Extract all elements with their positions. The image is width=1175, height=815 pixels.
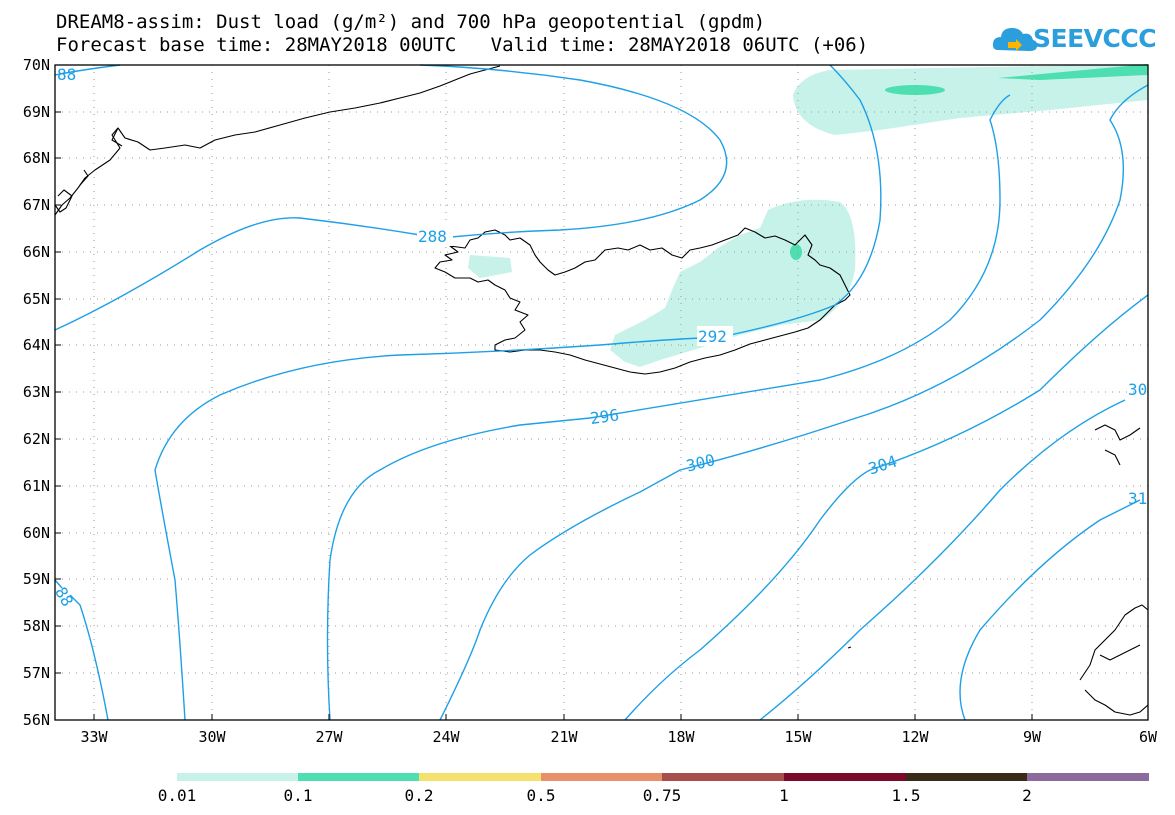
contour-288-top bbox=[54, 64, 121, 76]
axis-ticks bbox=[55, 64, 1033, 720]
colorbar-segment bbox=[419, 773, 541, 781]
lat-lon-grid bbox=[55, 65, 1148, 720]
logo-text: SEEVCCC bbox=[1033, 24, 1157, 53]
colorbar-segment bbox=[784, 773, 906, 781]
colorbar-segment bbox=[541, 773, 662, 781]
lat-label: 67N bbox=[23, 196, 50, 214]
contour-300 bbox=[439, 84, 1149, 721]
contour-label-88-top: 88 bbox=[57, 65, 76, 84]
lat-label: 61N bbox=[23, 477, 50, 495]
greenland-coast bbox=[54, 65, 501, 216]
dust-area-north-core-2 bbox=[885, 85, 945, 95]
lon-label: 30W bbox=[198, 728, 226, 746]
colorbar-segment bbox=[298, 773, 419, 781]
colorbar-label: 0.75 bbox=[642, 786, 682, 805]
lat-label: 62N bbox=[23, 430, 50, 448]
dust-shading bbox=[468, 64, 1148, 367]
lon-label: 27W bbox=[315, 728, 343, 746]
contour-label-292: 292 bbox=[698, 327, 727, 346]
forecast-time-subtitle: Forecast base time: 28MAY2018 00UTC Vali… bbox=[56, 34, 869, 56]
lat-label: 68N bbox=[23, 149, 50, 167]
contour-labels: 288 292 296 300 304 88 88 30 31 bbox=[51, 65, 1147, 610]
lat-label: 70N bbox=[23, 56, 50, 74]
lat-label: 60N bbox=[23, 524, 50, 542]
dust-area-north-core bbox=[998, 64, 1148, 80]
colorbar-segment bbox=[662, 773, 784, 781]
colorbar-label: 1.5 bbox=[891, 786, 921, 805]
colorbar-label: 2 bbox=[1022, 786, 1032, 805]
greenland-fjords bbox=[54, 127, 123, 213]
island-speck bbox=[847, 646, 852, 649]
colorbar-segment bbox=[906, 773, 1027, 781]
dust-area-north bbox=[793, 64, 1148, 135]
contour-288 bbox=[54, 64, 728, 331]
dust-area-west bbox=[468, 255, 512, 278]
contour-label-304: 304 bbox=[866, 451, 899, 478]
dust-area-iceland-core bbox=[790, 244, 802, 260]
iceland-coast bbox=[434, 227, 851, 375]
lon-label: 9W bbox=[1023, 728, 1042, 746]
colorbar-segment bbox=[177, 773, 298, 781]
longitude-labels: 33W 30W 27W 24W 21W 18W 15W 12W 9W 6W bbox=[80, 728, 1158, 746]
coastlines bbox=[54, 65, 1149, 716]
lat-label: 64N bbox=[23, 336, 50, 354]
lat-label: 59N bbox=[23, 570, 50, 588]
contour-312 bbox=[959, 499, 1141, 721]
lat-label: 66N bbox=[23, 243, 50, 261]
lat-label: 65N bbox=[23, 290, 50, 308]
contour-296 bbox=[326, 94, 1011, 721]
lon-label: 12W bbox=[901, 728, 929, 746]
lat-label: 63N bbox=[23, 383, 50, 401]
contour-label-300: 300 bbox=[684, 450, 717, 475]
lon-label: 33W bbox=[80, 728, 108, 746]
contour-292 bbox=[54, 64, 882, 721]
colorbar-label: 0.2 bbox=[404, 786, 434, 805]
lat-label: 58N bbox=[23, 617, 50, 635]
cloud-logo-icon bbox=[992, 28, 1038, 51]
geopotential-contours bbox=[54, 64, 1149, 721]
lon-label: 15W bbox=[784, 728, 812, 746]
colorbar-label: 0.1 bbox=[283, 786, 313, 805]
contour-304 bbox=[624, 294, 1149, 721]
lon-label: 21W bbox=[550, 728, 578, 746]
colorbar-label: 1 bbox=[779, 786, 789, 805]
lon-label: 6W bbox=[1139, 728, 1158, 746]
colorbar-label: 0.5 bbox=[526, 786, 556, 805]
lon-label: 18W bbox=[667, 728, 695, 746]
contour-label-288: 288 bbox=[418, 227, 447, 246]
lat-label: 69N bbox=[23, 103, 50, 121]
contour-label-30-right: 30 bbox=[1128, 380, 1147, 399]
lat-label: 56N bbox=[23, 711, 50, 729]
contour-308 bbox=[759, 399, 1126, 721]
faroe-shetland-coast bbox=[1079, 424, 1149, 716]
contour-label-296: 296 bbox=[589, 405, 620, 428]
chart-title: DREAM8-assim: Dust load (g/m²) and 700 h… bbox=[56, 11, 766, 33]
contour-label-31-right: 31 bbox=[1128, 489, 1147, 508]
colorbar-label: 0.01 bbox=[157, 786, 197, 805]
latitude-labels: 70N 69N 68N 67N 66N 65N 64N 63N 62N 61N … bbox=[23, 56, 50, 729]
lon-label: 24W bbox=[432, 728, 460, 746]
lat-label: 57N bbox=[23, 664, 50, 682]
colorbar-segment bbox=[1027, 773, 1149, 781]
dust-area-iceland bbox=[610, 199, 856, 367]
